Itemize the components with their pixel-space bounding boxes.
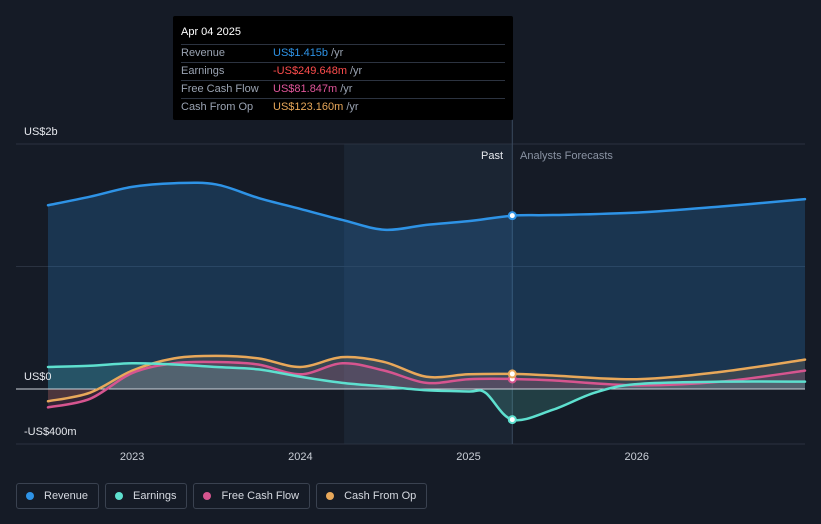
legend-dot-icon [115,492,124,500]
past-label: Past [481,150,504,162]
x-tick-label: 2024 [288,451,313,463]
legend: Revenue Earnings Free Cash Flow Cash Fro… [16,483,428,509]
tooltip-row-revenue: Revenue US$1.415b /yr [181,44,505,62]
tooltip-row-earnings: Earnings -US$249.648m /yr [181,62,505,80]
marker-point-earnings [507,415,517,425]
marker-point-revenue [507,211,517,221]
tooltip-value: -US$249.648m [273,65,347,77]
tooltip-unit: /yr [350,65,363,77]
tooltip-unit: /yr [340,83,353,95]
tooltip-unit: /yr [331,47,344,59]
series-line-cash-from-op [46,354,807,403]
legend-item-earnings[interactable]: Earnings [105,483,188,509]
legend-label: Revenue [44,490,89,502]
series-area-free-cash-flow [48,361,805,408]
legend-label: Earnings [133,490,177,502]
y-tick-label-top: US$2b [24,126,58,138]
tooltip-date: Apr 04 2025 [181,26,241,38]
legend-dot-icon [326,492,335,500]
x-tick-label: 2025 [456,451,481,463]
legend-label: Cash From Op [344,490,417,502]
legend-label: Free Cash Flow [221,490,300,502]
past-highlight-band [344,144,513,444]
legend-item-revenue[interactable]: Revenue [16,483,100,509]
tooltip-value: US$123.160m [273,101,344,113]
series-area-earnings [48,363,805,421]
x-tick-label: 2026 [624,451,650,463]
tooltip-value: US$81.847m [273,83,338,95]
tooltip-label: Revenue [181,47,226,59]
legend-item-cash-from-op[interactable]: Cash From Op [316,483,428,509]
y-tick-label-bottom: -US$400m [24,426,77,438]
series-line-revenue [46,181,807,232]
x-tick-label: 2023 [119,451,145,463]
legend-item-free-cash-flow[interactable]: Free Cash Flow [193,483,311,509]
tooltip-label: Free Cash Flow [181,83,259,95]
tooltip-row-free-cash-flow: Free Cash Flow US$81.847m /yr [181,80,505,98]
tooltip-value: US$1.415b [273,47,329,59]
tooltip-unit: /yr [346,101,359,113]
legend-dot-icon [26,492,34,500]
marker-point-cash-from-op [507,369,517,379]
analysts-forecasts-label: Analysts Forecasts [520,150,613,162]
y-tick-label-zero: US$0 [24,371,52,383]
tooltip-label: Cash From Op [181,101,254,113]
series-area-revenue [48,182,805,389]
tooltip-row-cash-from-op: Cash From Op US$123.160m /yr [181,98,505,116]
series-line-earnings [46,361,807,422]
tooltip: Apr 04 2025 Revenue US$1.415b /yr Earnin… [173,16,513,120]
tooltip-label: Earnings [181,65,225,77]
legend-dot-icon [203,492,212,500]
